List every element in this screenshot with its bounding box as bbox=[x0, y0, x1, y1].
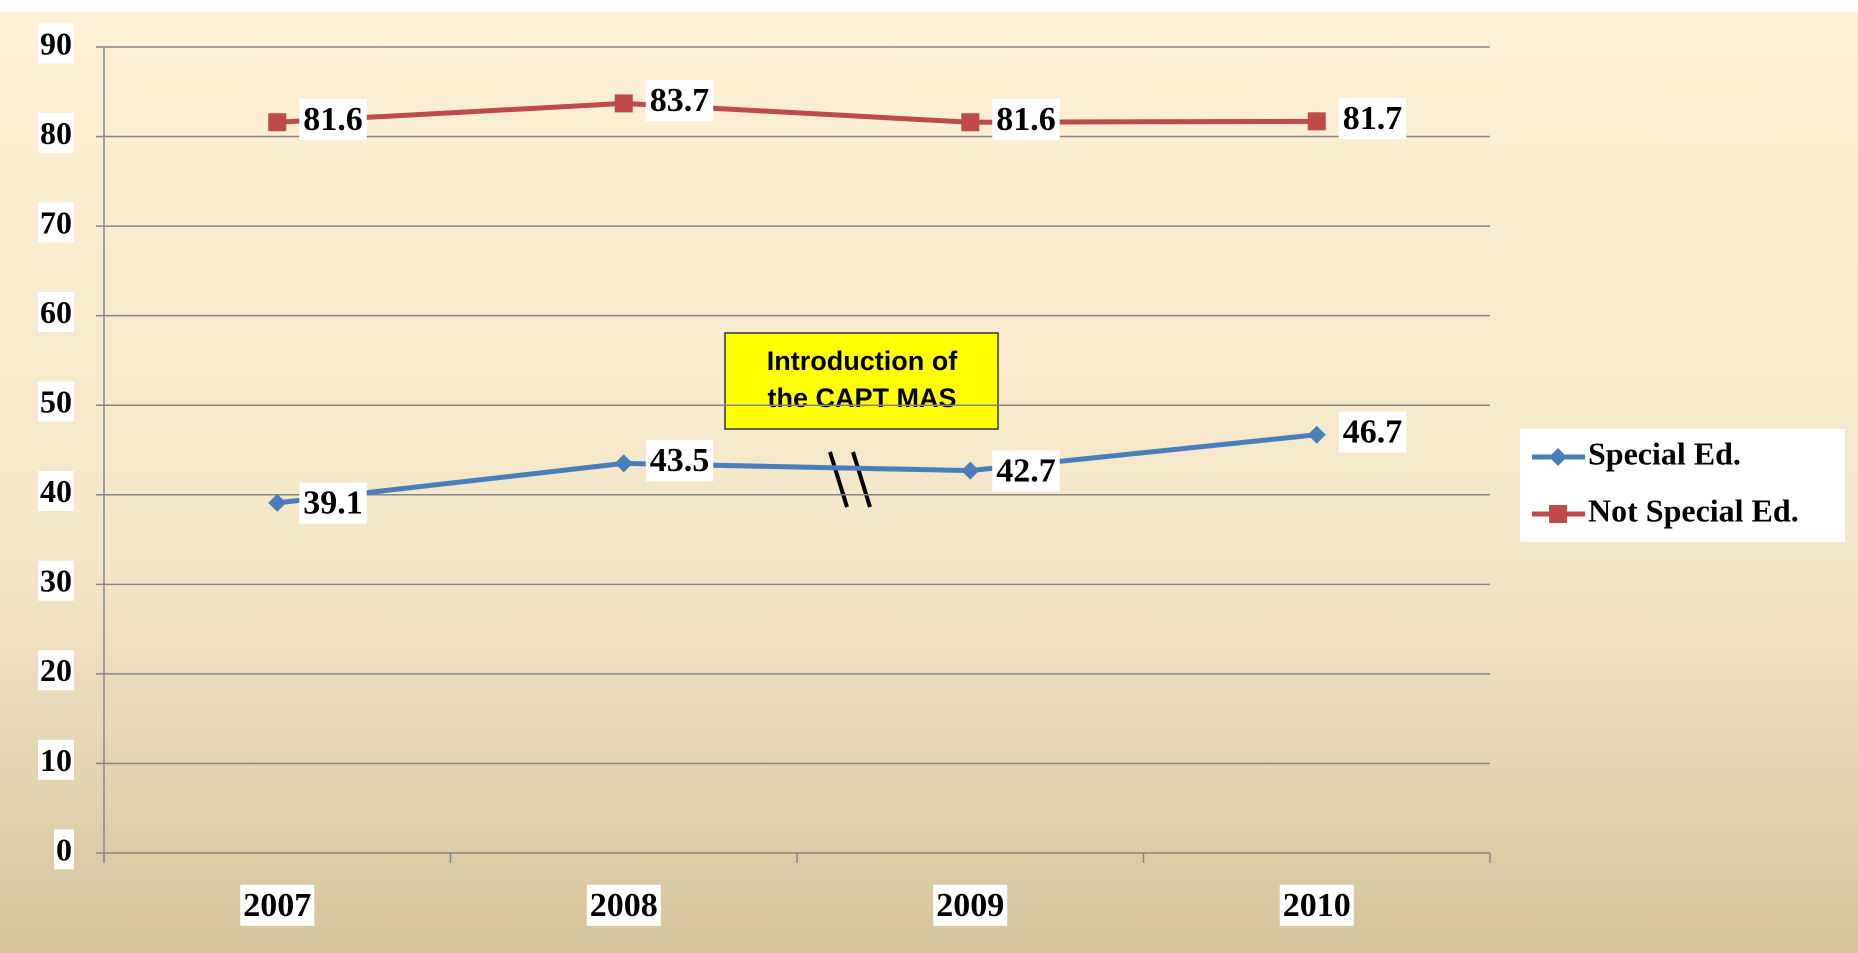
y-tick-label-bg bbox=[38, 202, 74, 243]
break-mark bbox=[828, 451, 872, 508]
y-tick-label: 60 bbox=[40, 294, 72, 330]
marker bbox=[614, 94, 633, 113]
annotation-box bbox=[724, 332, 999, 430]
y-tick-label-bg bbox=[38, 381, 74, 422]
data-label: 81.6 bbox=[996, 101, 1056, 138]
marker bbox=[1307, 425, 1326, 444]
data-label: 46.7 bbox=[1343, 414, 1403, 451]
legend-marker bbox=[1549, 448, 1567, 466]
x-tick-label: 2008 bbox=[590, 887, 658, 924]
y-tick-label: 80 bbox=[40, 115, 72, 151]
marker bbox=[614, 454, 633, 473]
y-tick-label-bg bbox=[38, 292, 74, 333]
data-label-bg bbox=[1338, 98, 1407, 140]
y-tick-label-bg bbox=[38, 650, 74, 691]
y-tick-label-bg bbox=[38, 560, 74, 601]
marker bbox=[268, 493, 287, 512]
data-label: 83.7 bbox=[650, 82, 710, 119]
y-tick-label: 90 bbox=[40, 25, 72, 61]
annotation-text: Introduction of bbox=[767, 346, 958, 376]
marker bbox=[268, 113, 287, 132]
y-tick-label: 50 bbox=[40, 384, 72, 420]
x-tick-label: 2009 bbox=[936, 887, 1004, 924]
y-tick-label: 20 bbox=[40, 652, 72, 688]
marker bbox=[961, 461, 980, 480]
legend-label: Special Ed. bbox=[1588, 435, 1741, 471]
annotation: Introduction of the CAPT MAS bbox=[724, 332, 999, 430]
annotation-text: the CAPT MAS bbox=[768, 383, 957, 413]
y-tick-label-bg bbox=[54, 829, 74, 870]
data-label: 81.7 bbox=[1343, 100, 1403, 137]
x-tick-label-bg bbox=[586, 884, 661, 926]
data-label: 43.5 bbox=[650, 442, 710, 479]
x-tick-label-bg bbox=[240, 884, 315, 926]
x-tick-label: 2010 bbox=[1283, 887, 1351, 924]
legend-label: Not Special Ed. bbox=[1588, 492, 1799, 528]
series-line bbox=[277, 100, 1317, 125]
data-label-bg bbox=[299, 99, 367, 141]
marker bbox=[961, 113, 980, 132]
y-tick-label-bg bbox=[38, 739, 74, 780]
data-label-bg bbox=[1338, 411, 1407, 453]
y-tick-label-bg bbox=[38, 471, 74, 512]
marker bbox=[1307, 112, 1326, 131]
x-tick-label: 2007 bbox=[243, 887, 311, 924]
legend-box bbox=[1520, 429, 1845, 542]
data-label: 39.1 bbox=[303, 485, 363, 522]
y-tick-label: 40 bbox=[40, 473, 72, 509]
legend-marker bbox=[1549, 505, 1567, 523]
data-label-bg bbox=[299, 482, 367, 524]
data-label: 42.7 bbox=[996, 452, 1056, 489]
y-tick-label: 10 bbox=[40, 742, 72, 778]
y-tick-label-bg bbox=[38, 112, 74, 153]
y-tick-label: 70 bbox=[40, 204, 72, 240]
data-label-bg bbox=[992, 99, 1060, 141]
data-label-bg bbox=[645, 440, 714, 482]
x-tick-label-bg bbox=[933, 884, 1008, 926]
data-label-bg bbox=[645, 80, 714, 122]
y-tick-label-bg bbox=[38, 23, 74, 64]
y-tick-label: 30 bbox=[40, 563, 72, 599]
y-tick-label: 0 bbox=[56, 831, 72, 867]
data-label-bg bbox=[992, 450, 1060, 492]
series-line bbox=[276, 432, 1318, 506]
x-tick-label-bg bbox=[1279, 884, 1354, 926]
data-label: 81.6 bbox=[303, 101, 363, 138]
